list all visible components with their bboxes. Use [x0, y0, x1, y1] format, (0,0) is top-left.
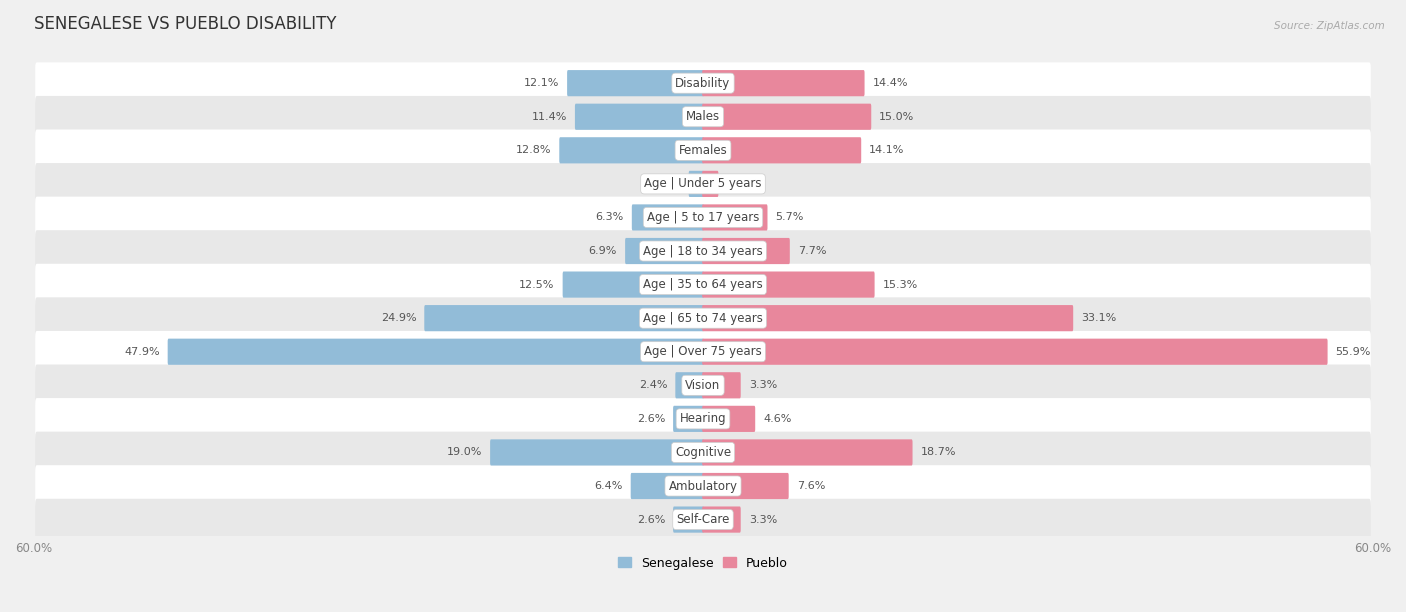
Text: Age | 35 to 64 years: Age | 35 to 64 years	[643, 278, 763, 291]
Text: Age | Under 5 years: Age | Under 5 years	[644, 177, 762, 190]
Text: Cognitive: Cognitive	[675, 446, 731, 459]
FancyBboxPatch shape	[702, 272, 875, 297]
FancyBboxPatch shape	[167, 338, 704, 365]
FancyBboxPatch shape	[575, 103, 704, 130]
FancyBboxPatch shape	[35, 196, 1371, 238]
FancyBboxPatch shape	[702, 372, 741, 398]
Text: 55.9%: 55.9%	[1336, 347, 1371, 357]
FancyBboxPatch shape	[35, 499, 1371, 540]
Text: Hearing: Hearing	[679, 412, 727, 425]
FancyBboxPatch shape	[631, 204, 704, 231]
FancyBboxPatch shape	[35, 130, 1371, 171]
FancyBboxPatch shape	[702, 137, 862, 163]
Text: 12.5%: 12.5%	[519, 280, 554, 289]
Text: 3.3%: 3.3%	[749, 515, 778, 524]
Text: 24.9%: 24.9%	[381, 313, 416, 323]
Text: 1.2%: 1.2%	[652, 179, 681, 189]
FancyBboxPatch shape	[35, 365, 1371, 406]
Text: Disability: Disability	[675, 76, 731, 90]
FancyBboxPatch shape	[702, 439, 912, 466]
FancyBboxPatch shape	[702, 204, 768, 231]
FancyBboxPatch shape	[35, 297, 1371, 339]
FancyBboxPatch shape	[567, 70, 704, 96]
Text: Age | 18 to 34 years: Age | 18 to 34 years	[643, 245, 763, 258]
Text: 14.4%: 14.4%	[873, 78, 908, 88]
Text: Females: Females	[679, 144, 727, 157]
Text: Source: ZipAtlas.com: Source: ZipAtlas.com	[1274, 21, 1385, 31]
FancyBboxPatch shape	[702, 305, 1073, 331]
FancyBboxPatch shape	[35, 465, 1371, 507]
FancyBboxPatch shape	[702, 406, 755, 432]
Text: Self-Care: Self-Care	[676, 513, 730, 526]
Text: Vision: Vision	[685, 379, 721, 392]
FancyBboxPatch shape	[673, 406, 704, 432]
Text: 6.4%: 6.4%	[595, 481, 623, 491]
FancyBboxPatch shape	[689, 171, 704, 197]
Text: 2.6%: 2.6%	[637, 515, 665, 524]
FancyBboxPatch shape	[702, 507, 741, 532]
Text: 47.9%: 47.9%	[124, 347, 160, 357]
Legend: Senegalese, Pueblo: Senegalese, Pueblo	[613, 551, 793, 575]
FancyBboxPatch shape	[626, 238, 704, 264]
FancyBboxPatch shape	[35, 163, 1371, 204]
Text: 2.4%: 2.4%	[638, 380, 668, 390]
FancyBboxPatch shape	[702, 103, 872, 130]
Text: 7.7%: 7.7%	[797, 246, 827, 256]
Text: 12.1%: 12.1%	[523, 78, 560, 88]
Text: Age | 65 to 74 years: Age | 65 to 74 years	[643, 312, 763, 324]
FancyBboxPatch shape	[702, 338, 1327, 365]
Text: 11.4%: 11.4%	[531, 112, 567, 122]
Text: 14.1%: 14.1%	[869, 145, 904, 155]
Text: SENEGALESE VS PUEBLO DISABILITY: SENEGALESE VS PUEBLO DISABILITY	[34, 15, 336, 33]
FancyBboxPatch shape	[702, 171, 718, 197]
FancyBboxPatch shape	[675, 372, 704, 398]
FancyBboxPatch shape	[35, 331, 1371, 373]
FancyBboxPatch shape	[673, 507, 704, 532]
Text: 15.0%: 15.0%	[879, 112, 914, 122]
Text: Age | 5 to 17 years: Age | 5 to 17 years	[647, 211, 759, 224]
Text: Males: Males	[686, 110, 720, 123]
FancyBboxPatch shape	[562, 272, 704, 297]
Text: 2.6%: 2.6%	[637, 414, 665, 424]
FancyBboxPatch shape	[425, 305, 704, 331]
FancyBboxPatch shape	[491, 439, 704, 466]
Text: 5.7%: 5.7%	[776, 212, 804, 222]
FancyBboxPatch shape	[35, 62, 1371, 104]
FancyBboxPatch shape	[702, 70, 865, 96]
Text: Ambulatory: Ambulatory	[668, 480, 738, 493]
FancyBboxPatch shape	[35, 96, 1371, 138]
Text: 6.3%: 6.3%	[596, 212, 624, 222]
Text: 6.9%: 6.9%	[589, 246, 617, 256]
FancyBboxPatch shape	[35, 264, 1371, 305]
FancyBboxPatch shape	[702, 473, 789, 499]
Text: 3.3%: 3.3%	[749, 380, 778, 390]
Text: 1.3%: 1.3%	[727, 179, 755, 189]
FancyBboxPatch shape	[35, 431, 1371, 473]
FancyBboxPatch shape	[35, 230, 1371, 272]
Text: Age | Over 75 years: Age | Over 75 years	[644, 345, 762, 358]
Text: 19.0%: 19.0%	[447, 447, 482, 457]
FancyBboxPatch shape	[35, 398, 1371, 439]
Text: 18.7%: 18.7%	[921, 447, 956, 457]
Text: 4.6%: 4.6%	[763, 414, 792, 424]
Text: 15.3%: 15.3%	[883, 280, 918, 289]
FancyBboxPatch shape	[702, 238, 790, 264]
Text: 7.6%: 7.6%	[797, 481, 825, 491]
Text: 33.1%: 33.1%	[1081, 313, 1116, 323]
FancyBboxPatch shape	[560, 137, 704, 163]
Text: 12.8%: 12.8%	[516, 145, 551, 155]
FancyBboxPatch shape	[631, 473, 704, 499]
